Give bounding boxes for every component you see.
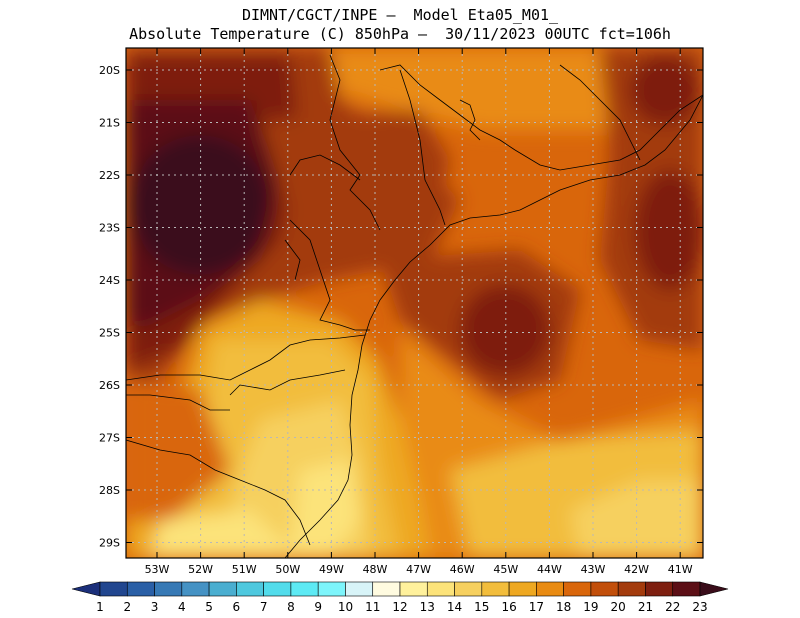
colorbar-segment [317,581,346,597]
lon-label-52W: 52W [188,563,213,576]
coastlines-and-borders [126,54,703,558]
colorbar-label: 15 [474,600,489,614]
colorbar-segment [290,581,319,597]
lon-label-45W: 45W [493,563,518,576]
lon-label-48W: 48W [363,563,388,576]
lon-label-43W: 43W [581,563,606,576]
colorbar-label: 18 [556,600,571,614]
colorbar-segment [481,581,510,597]
colorbar-label: 13 [420,600,435,614]
colorbar-label: 20 [611,600,626,614]
colorbar-label: 6 [233,600,241,614]
colorbar-segment [672,581,701,597]
colorbar-label: 12 [392,600,407,614]
colorbar-label: 16 [501,600,516,614]
colorbar-segment [345,581,374,597]
colorbar-segment [426,581,455,597]
lat-label-22S: 22S [99,169,120,182]
colorbar-label: 21 [638,600,653,614]
colorbar-label: 1 [96,600,104,614]
lat-label-26S: 26S [99,379,120,392]
lon-label-44W: 44W [537,563,562,576]
colorbar-label: 3 [151,600,159,614]
colorbar-label: 5 [205,600,213,614]
lat-label-25S: 25S [99,327,120,340]
colorbar-segment [617,581,646,597]
colorbar-label: 8 [287,600,295,614]
lat-label-20S: 20S [99,64,120,77]
colorbar-segment [99,581,128,597]
colorbar-segment [645,581,674,597]
axis-ticks [126,48,703,558]
colorbar-label: 11 [365,600,380,614]
chart-title-line-2: Absolute Temperature (C) 850hPa – 30/11/… [129,25,671,43]
colorbar-label: 17 [529,600,544,614]
colorbar-label: 4 [178,600,186,614]
colorbar [71,581,729,597]
latitude-labels: 20S 21S 22S 23S 24S 25S 26S 27S 28S 29S [99,64,120,550]
chart-title-line-1: DIMNT/CGCT/INPE – Model Eta05_M01_ [241,6,559,24]
lat-label-28S: 28S [99,484,120,497]
lat-label-21S: 21S [99,117,120,130]
map-frame [125,47,704,559]
colorbar-label: 9 [314,600,322,614]
lat-label-27S: 27S [99,432,120,445]
lon-label-53W: 53W [145,563,170,576]
colorbar-label: 22 [665,600,680,614]
colorbar-segment [563,581,592,597]
lat-label-24S: 24S [99,274,120,287]
lat-label-23S: 23S [99,222,120,235]
lat-label-29S: 29S [99,537,120,550]
colorbar-segment [454,581,483,597]
lon-label-51W: 51W [232,563,257,576]
colorbar-segment [399,581,428,597]
colorbar-segment [536,581,564,597]
colorbar-segment [372,581,401,597]
colorbar-label: 7 [260,600,268,614]
colorbar-label: 2 [123,600,131,614]
colorbar-segment [699,581,729,597]
colorbar-label: 14 [447,600,462,614]
lon-label-42W: 42W [624,563,649,576]
lon-label-50W: 50W [275,563,300,576]
lon-label-47W: 47W [406,563,431,576]
colorbar-labels: 1 2 3 4 5 6 7 8 9 10 11 12 13 14 15 16 17 18 19 20 21 22 23 [96,600,707,614]
colorbar-segment [236,581,264,597]
colorbar-segment [263,581,292,597]
colorbar-label: 19 [583,600,598,614]
lon-label-41W: 41W [668,563,693,576]
colorbar-segment [126,581,155,597]
colorbar-label: 10 [338,600,353,614]
colorbar-segment [208,581,237,597]
lon-label-46W: 46W [450,563,475,576]
colorbar-segment [154,581,183,597]
colorbar-segment [181,581,210,597]
colorbar-segment [590,581,619,597]
lon-label-49W: 49W [319,563,344,576]
longitude-labels: 53W 52W 51W 50W 49W 48W 47W 46W 45W 44W 43W 42W 41W [145,563,693,576]
colorbar-segment [508,581,537,597]
temperature-field [126,48,703,558]
colorbar-segment [71,581,101,597]
colorbar-label: 23 [692,600,707,614]
